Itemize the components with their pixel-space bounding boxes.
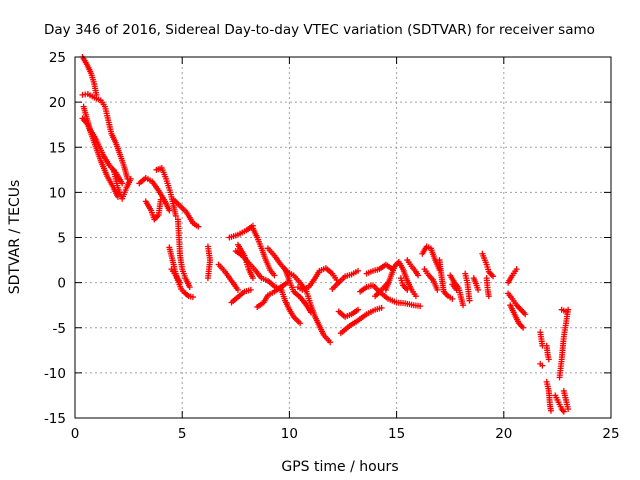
data-point-plus-marker: [520, 324, 527, 331]
x-tick-label: 10: [281, 426, 298, 442]
x-tick-label: 20: [495, 426, 512, 442]
y-axis-tick-labels: -15 -10 -5 0 5 10 15 20 25: [44, 50, 66, 427]
x-axis-tick-labels: 0 5 10 15 20 25: [71, 426, 620, 442]
y-tick-label: 10: [49, 185, 66, 201]
data-point-plus-marker: [234, 286, 241, 293]
data-point-plus-marker: [355, 306, 362, 313]
axis-ticks: [74, 56, 612, 419]
data-point-plus-marker: [545, 356, 552, 363]
data-point-plus-marker: [249, 275, 256, 282]
y-tick-label: 15: [49, 140, 66, 156]
data-point-plus-marker: [307, 309, 314, 316]
data-point-plus-marker: [453, 286, 460, 293]
x-tick-label: 15: [388, 426, 405, 442]
data-point-plus-marker: [522, 311, 529, 318]
data-point-plus-marker: [327, 339, 334, 346]
y-tick-label: -15: [44, 411, 66, 427]
x-tick-label: 5: [178, 426, 187, 442]
data-point-plus-marker: [460, 302, 467, 309]
data-point-plus-marker: [560, 408, 567, 415]
data-point-plus-marker: [547, 407, 554, 414]
data-point-plus-marker: [204, 275, 211, 282]
data-point-plus-marker: [127, 175, 134, 182]
data-points: [79, 54, 572, 415]
data-point-plus-marker: [297, 320, 304, 327]
data-point-plus-marker: [490, 273, 497, 280]
y-tick-label: -10: [44, 366, 66, 382]
data-point-plus-marker: [415, 272, 422, 279]
data-point-plus-marker: [565, 405, 572, 412]
data-point-plus-marker: [195, 223, 202, 230]
grid: [75, 57, 611, 418]
y-tick-label: 5: [57, 231, 66, 247]
y-tick-label: 20: [49, 95, 66, 111]
chart-title: Day 346 of 2016, Sidereal Day-to-day VTE…: [44, 22, 595, 38]
data-point-plus-marker: [271, 272, 278, 279]
data-point-plus-marker: [177, 279, 184, 286]
x-tick-label: 25: [602, 426, 619, 442]
data-point-plus-marker: [166, 207, 173, 214]
data-point-plus-marker: [412, 293, 419, 300]
data-point-plus-marker: [417, 303, 424, 310]
x-axis-label: GPS time / hours: [281, 459, 398, 475]
data-point-plus-marker: [562, 308, 569, 315]
y-tick-label: -5: [53, 321, 66, 337]
data-point-plus-marker: [378, 304, 385, 311]
data-point-plus-marker: [385, 279, 392, 286]
data-point-plus-marker: [119, 180, 126, 187]
data-point-plus-marker: [434, 286, 441, 293]
data-point-plus-marker: [404, 286, 411, 293]
y-tick-label: 0: [57, 276, 66, 292]
y-axis-label: SDTVAR / TECUs: [7, 180, 23, 295]
data-point-plus-marker: [247, 286, 254, 293]
data-point-plus-marker: [485, 293, 492, 300]
data-point-plus-marker: [186, 284, 193, 291]
data-point-plus-marker: [475, 286, 482, 293]
x-tick-label: 0: [71, 426, 80, 442]
data-point-plus-marker: [355, 267, 362, 274]
data-point-plus-marker: [539, 362, 546, 369]
data-point-plus-marker: [513, 266, 520, 273]
data-point-plus-marker: [157, 196, 164, 203]
data-point-plus-marker: [466, 297, 473, 304]
y-tick-label: 25: [49, 50, 66, 66]
data-point-plus-marker: [172, 212, 179, 219]
data-point-plus-marker: [189, 294, 196, 301]
data-point-plus-marker: [449, 295, 456, 302]
